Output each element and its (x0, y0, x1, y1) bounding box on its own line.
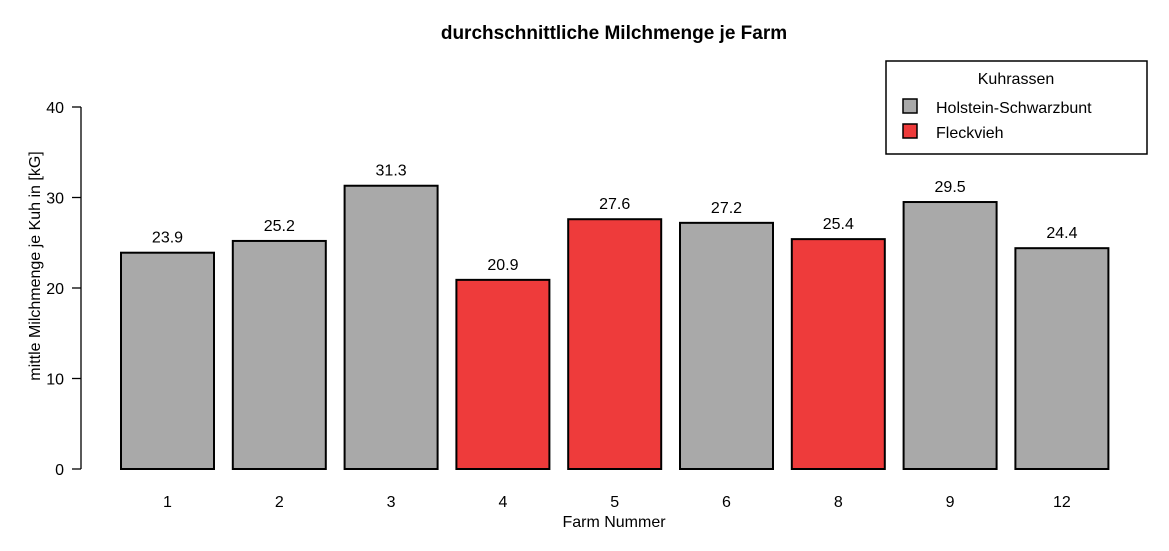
y-tick-label: 0 (55, 462, 64, 479)
x-axis-tick-labels: 1 2 3 4 5 6 8 9 12 (163, 494, 1071, 511)
bar-farm-12 (1014, 247, 1110, 470)
data-label-farm-3: 31.3 (376, 163, 407, 180)
bar-farm-1 (120, 251, 215, 470)
y-axis-label: mittle Milchmenge je Kuh in [kG] (27, 151, 44, 380)
x-tick-label: 2 (275, 494, 284, 511)
legend-swatch-fleckvieh (902, 123, 918, 139)
legend-label-holstein: Holstein-Schwarzbunt (936, 100, 1092, 117)
data-labels-group: 23.9 25.2 31.3 20.9 27.6 27.2 25.4 29.5 24.4 (152, 163, 1078, 274)
y-axis-ticks: 0 10 20 30 40 (46, 100, 81, 479)
chart-title: durchschnittliche Milchmenge je Farm (441, 23, 787, 44)
y-tick-label: 10 (46, 372, 64, 389)
data-label-farm-2: 25.2 (264, 218, 295, 235)
y-tick-label: 30 (46, 191, 64, 208)
bar-farm-8 (790, 238, 886, 470)
data-label-farm-9: 29.5 (935, 179, 966, 196)
legend-swatch-holstein (902, 98, 918, 114)
legend-box (885, 60, 1148, 155)
legend-title: Kuhrassen (978, 71, 1055, 88)
x-axis-label: Farm Nummer (562, 514, 666, 531)
data-label-farm-6: 27.2 (711, 200, 742, 217)
y-tick-label: 40 (46, 100, 64, 117)
bar-farm-3 (343, 184, 439, 471)
data-label-farm-4: 20.9 (487, 257, 518, 274)
data-label-farm-12: 24.4 (1046, 225, 1077, 242)
legend-label-fleckvieh: Fleckvieh (936, 125, 1004, 142)
legend: Kuhrassen Holstein-Schwarzbunt Fleckvieh (885, 60, 1148, 155)
bar-farm-2 (231, 239, 327, 470)
x-tick-label: 5 (610, 494, 619, 511)
bar-farm-9 (902, 201, 998, 470)
bars-group (120, 184, 1110, 471)
bar-farm-6 (679, 221, 774, 470)
data-label-farm-8: 25.4 (823, 216, 854, 233)
data-label-farm-1: 23.9 (152, 230, 183, 247)
bar-farm-5 (567, 218, 663, 470)
x-tick-label: 3 (387, 494, 396, 511)
bar-farm-4 (455, 278, 551, 471)
x-tick-label: 1 (163, 494, 172, 511)
x-tick-label: 6 (722, 494, 731, 511)
x-tick-label: 12 (1053, 494, 1071, 511)
data-label-farm-5: 27.6 (599, 196, 630, 213)
x-tick-label: 9 (946, 494, 955, 511)
x-tick-label: 8 (834, 494, 843, 511)
x-tick-label: 4 (498, 494, 507, 511)
y-tick-label: 20 (46, 281, 64, 298)
